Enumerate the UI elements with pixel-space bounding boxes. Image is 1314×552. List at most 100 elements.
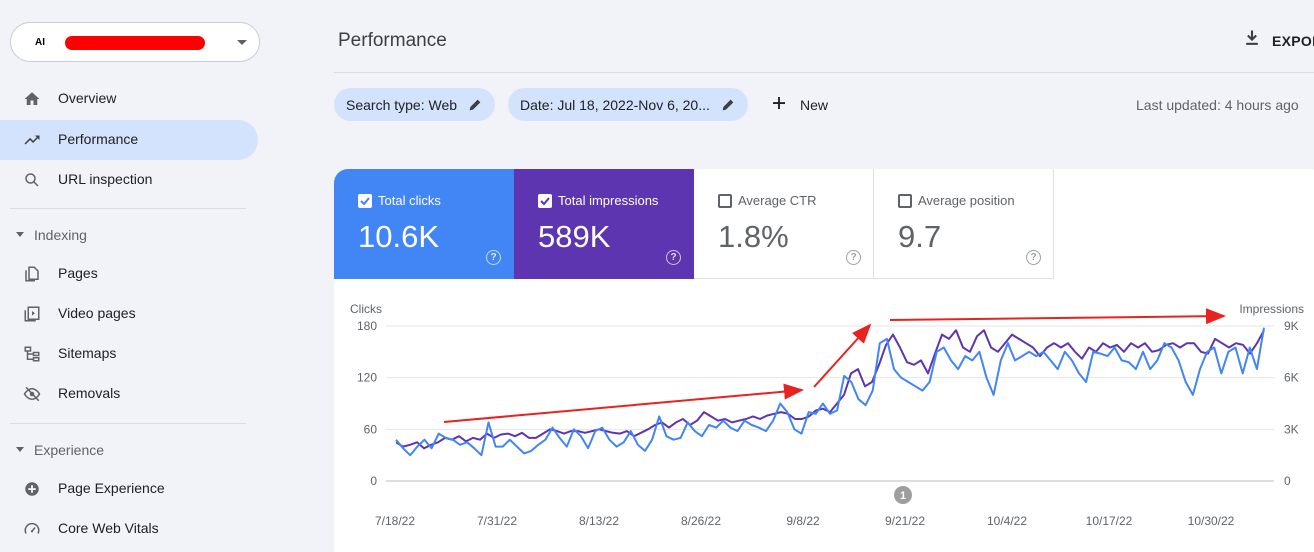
- series-line-total-impressions: [395, 329, 1265, 450]
- sidebar-item-core-web-vitals[interactable]: Core Web Vitals: [0, 509, 258, 549]
- metric-total-clicks[interactable]: Total clicks 10.6K ?: [334, 169, 514, 279]
- metric-label: Average position: [918, 193, 1015, 208]
- x-tick-label: 9/8/22: [786, 514, 820, 528]
- right-tick-label: 6K: [1284, 371, 1299, 385]
- dropdown-caret-icon: [237, 40, 247, 45]
- sidebar-item-label: Performance: [58, 131, 139, 147]
- performance-card: Total clicks 10.6K ? Total impressions 5…: [334, 169, 1314, 552]
- checkbox-unchecked-icon[interactable]: [718, 194, 732, 208]
- left-tick-label: 180: [357, 319, 377, 333]
- help-icon[interactable]: ?: [846, 250, 861, 265]
- page-experience-icon: [22, 479, 42, 499]
- export-button[interactable]: EXPOR: [1242, 28, 1314, 53]
- x-tick-label: 8/26/22: [681, 514, 721, 528]
- chart-gridlines: [386, 325, 1274, 482]
- edit-pencil-icon[interactable]: [720, 97, 736, 113]
- x-tick-label: 7/31/22: [477, 514, 517, 528]
- sidebar-item-performance[interactable]: Performance: [0, 120, 258, 160]
- header-divider: [334, 72, 1314, 73]
- chart-series: [395, 327, 1265, 457]
- left-tick-label: 60: [364, 422, 378, 436]
- section-label: Experience: [34, 442, 105, 458]
- sidebar-item-label: Sitemaps: [58, 345, 117, 361]
- checkbox-checked-icon[interactable]: [358, 194, 372, 208]
- sidebar-item-overview[interactable]: Overview: [0, 79, 258, 119]
- left-axis-title: Clicks: [350, 302, 382, 316]
- sidebar-item-removals[interactable]: Removals: [0, 374, 258, 414]
- property-selector[interactable]: AI: [10, 22, 260, 62]
- video-pages-icon: [22, 304, 42, 324]
- right-tick-label: 0: [1284, 474, 1291, 488]
- new-filter-button[interactable]: New: [770, 94, 828, 115]
- chart-annotations: 1: [443, 308, 1226, 504]
- sidebar: AI Overview Performance URL inspection I…: [0, 0, 276, 552]
- metric-total-impressions[interactable]: Total impressions 589K ?: [514, 169, 694, 279]
- trend-arrow: [443, 383, 804, 423]
- metric-label: Total clicks: [378, 193, 441, 208]
- last-updated-text: Last updated: 4 hours ago: [1136, 97, 1299, 113]
- sidebar-item-label: Removals: [58, 385, 121, 401]
- export-label: EXPOR: [1272, 32, 1314, 49]
- pages-icon: [22, 264, 42, 284]
- date-filter-chip[interactable]: Date: Jul 18, 2022-Nov 6, 20...: [508, 88, 748, 121]
- metric-average-ctr[interactable]: Average CTR 1.8% ?: [694, 169, 874, 279]
- new-filter-label: New: [800, 96, 829, 113]
- checkbox-unchecked-icon[interactable]: [898, 194, 912, 208]
- x-tick-label: 9/21/22: [885, 514, 925, 528]
- sidebar-item-url-inspection[interactable]: URL inspection: [0, 160, 258, 200]
- trend-arrow: [889, 308, 1226, 325]
- x-tick-label: 8/13/22: [579, 514, 619, 528]
- help-icon[interactable]: ?: [1026, 250, 1041, 265]
- property-logo: AI: [35, 36, 45, 48]
- sidebar-item-pages[interactable]: Pages: [0, 254, 258, 294]
- x-tick-label: 10/17/22: [1086, 514, 1133, 528]
- sidebar-item-label: Core Web Vitals: [58, 520, 159, 536]
- x-tick-label: 7/18/22: [375, 514, 415, 528]
- right-axis-title: Impressions: [1239, 302, 1304, 316]
- sidebar-divider: [10, 423, 246, 424]
- sitemaps-icon: [22, 344, 42, 364]
- sidebar-divider: [10, 208, 246, 209]
- section-label: Indexing: [34, 227, 87, 243]
- collapse-triangle-icon: [16, 447, 24, 452]
- section-indexing[interactable]: Indexing: [0, 220, 258, 250]
- sidebar-item-label: URL inspection: [58, 171, 153, 187]
- annotation-marker-label: 1: [900, 490, 906, 502]
- search-icon: [22, 170, 42, 190]
- series-line-total-clicks: [395, 327, 1265, 457]
- metric-value: 1.8%: [718, 219, 789, 254]
- metric-value: 589K: [538, 219, 611, 254]
- x-tick-label: 10/4/22: [987, 514, 1027, 528]
- left-tick-label: 0: [370, 474, 377, 488]
- edit-pencil-icon[interactable]: [467, 97, 483, 113]
- metric-value: 10.6K: [358, 219, 440, 254]
- performance-chart: Clicks Impressions 180 9K 120 6K 60 3K 0 0 7/18/22…: [350, 302, 1304, 528]
- trending-icon: [22, 130, 42, 150]
- help-icon[interactable]: ?: [486, 250, 501, 265]
- date-filter-label: Date: Jul 18, 2022-Nov 6, 20...: [520, 96, 710, 113]
- removals-icon: [22, 384, 42, 404]
- sidebar-item-video-pages[interactable]: Video pages: [0, 294, 258, 334]
- sidebar-item-page-experience[interactable]: Page Experience: [0, 469, 258, 509]
- sidebar-item-label: Page Experience: [58, 480, 165, 496]
- search-type-filter-chip[interactable]: Search type: Web: [334, 88, 496, 121]
- right-tick-label: 9K: [1284, 319, 1299, 333]
- annotation-marker: [894, 486, 912, 504]
- sidebar-item-sitemaps[interactable]: Sitemaps: [0, 334, 258, 374]
- collapse-triangle-icon: [16, 232, 24, 237]
- trend-arrow: [813, 323, 872, 388]
- home-icon: [22, 89, 42, 109]
- help-icon[interactable]: ?: [666, 250, 681, 265]
- redacted-property-name: [65, 36, 205, 50]
- plus-icon: [770, 94, 788, 115]
- page-title: Performance: [338, 30, 447, 51]
- core-web-vitals-icon: [22, 519, 42, 539]
- section-experience[interactable]: Experience: [0, 435, 258, 465]
- checkbox-checked-icon[interactable]: [538, 194, 552, 208]
- chart-axis-labels: Clicks Impressions 180 9K 120 6K 60 3K 0 0 7/18/22…: [350, 302, 1304, 528]
- right-tick-label: 3K: [1284, 422, 1299, 436]
- metric-average-position[interactable]: Average position 9.7 ?: [874, 169, 1054, 279]
- sidebar-item-label: Pages: [58, 265, 98, 281]
- metric-label: Total impressions: [558, 193, 659, 208]
- sidebar-item-label: Overview: [58, 90, 117, 106]
